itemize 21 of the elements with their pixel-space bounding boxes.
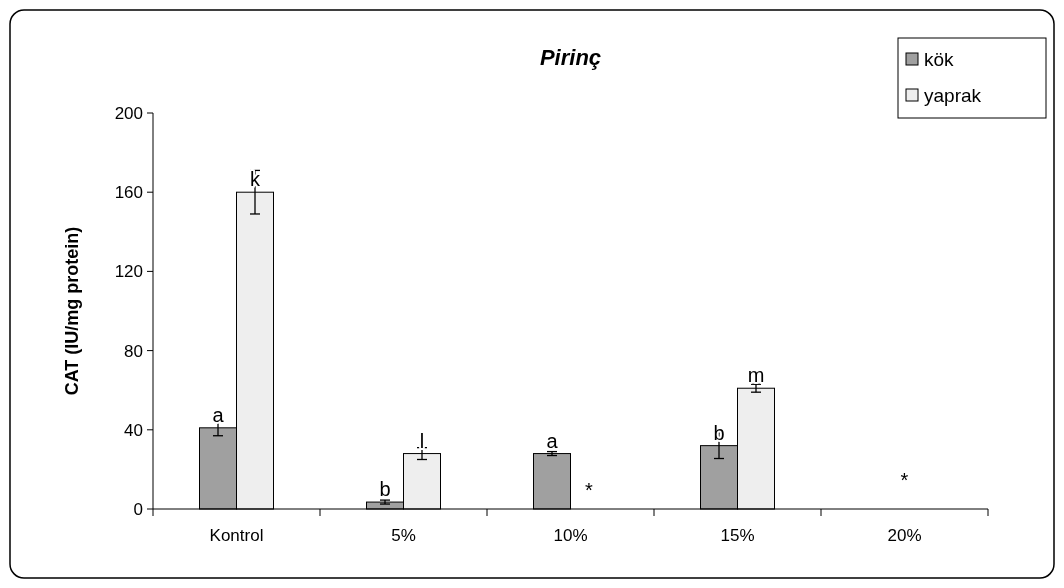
x-tick-label: 20% [887, 526, 922, 545]
x-tick-label: 15% [720, 526, 755, 545]
annotation: m [747, 364, 765, 387]
y-tick-label: 80 [124, 341, 143, 361]
y-axis-title: CAT (IU/mg protein) [62, 226, 82, 396]
annotation: b [379, 478, 391, 501]
annotation: l [419, 429, 425, 452]
legend-label: yaprak [924, 84, 982, 106]
annotation: a [546, 429, 559, 452]
y-tick-label: 200 [114, 103, 143, 123]
x-tick-label: Kontrol [209, 526, 264, 545]
y-tick-label: 0 [133, 499, 143, 519]
chart-title: Pirinç [539, 45, 602, 70]
legend-label: kök [924, 48, 955, 70]
annotation: * [900, 469, 909, 491]
x-tick-label: 5% [391, 526, 416, 545]
annotation: * [585, 479, 594, 501]
y-tick-label: 40 [124, 420, 143, 440]
y-tick-label: 160 [114, 183, 143, 203]
y-tick-label: 120 [114, 262, 143, 282]
x-tick-label: 10% [553, 526, 588, 545]
